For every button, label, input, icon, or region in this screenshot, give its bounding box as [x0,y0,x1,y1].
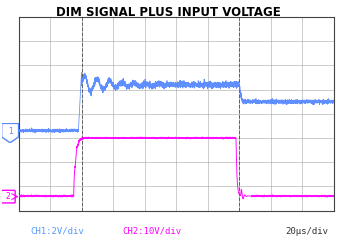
FancyBboxPatch shape [1,190,15,203]
Text: 20μs/div: 20μs/div [285,227,329,236]
Text: CH2:10V/div: CH2:10V/div [122,227,181,236]
Text: 2: 2 [5,192,10,201]
Polygon shape [2,123,19,143]
Text: DIM SIGNAL PLUS INPUT VOLTAGE: DIM SIGNAL PLUS INPUT VOLTAGE [56,6,281,19]
Text: 1: 1 [8,127,12,136]
Text: CH1:2V/div: CH1:2V/div [30,227,84,236]
